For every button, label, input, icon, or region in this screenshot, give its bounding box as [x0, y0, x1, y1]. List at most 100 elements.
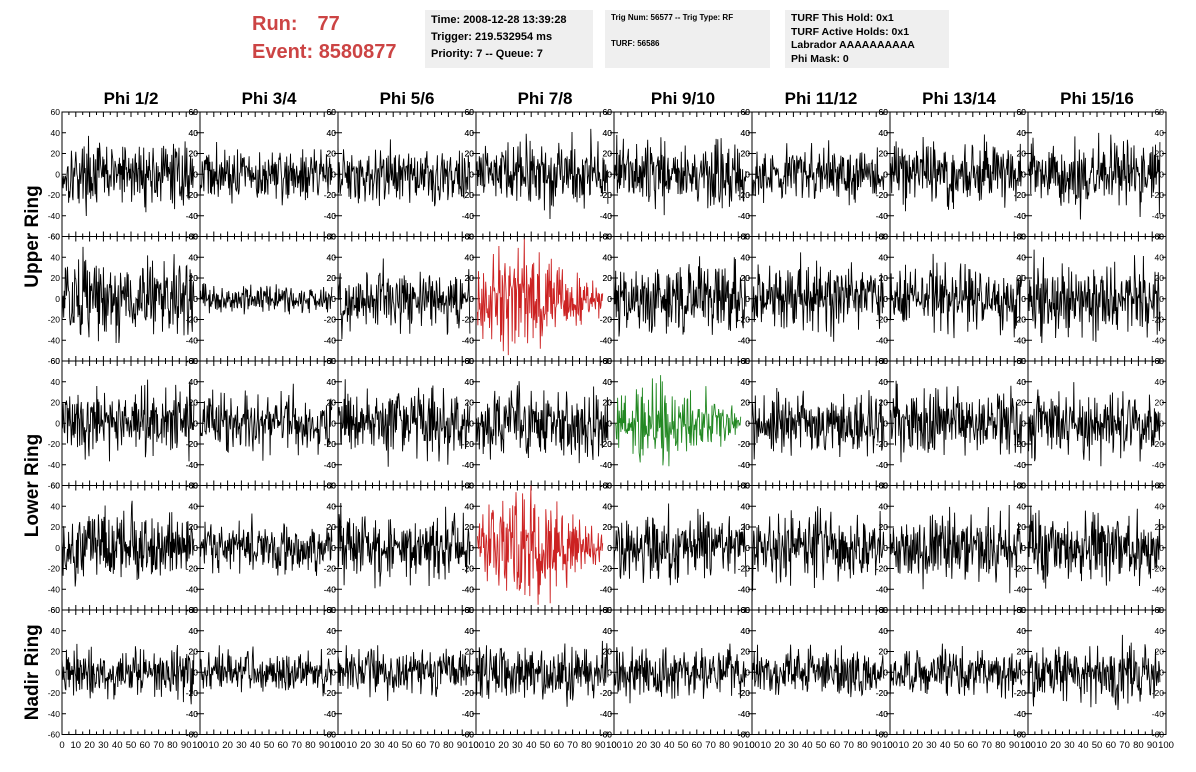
x-tick-label: 100: [468, 740, 484, 751]
y-tick-label: -20: [324, 439, 337, 449]
y-tick-label: 0: [607, 667, 612, 677]
waveform-trace: [337, 379, 471, 467]
y-tick-label: 20: [465, 149, 475, 159]
y-tick-label: -20: [186, 439, 199, 449]
y-tick-label: -20: [324, 688, 337, 698]
y-tick-label: 20: [741, 522, 751, 532]
y-tick-label: 0: [607, 667, 612, 677]
y-tick-label: -60: [324, 730, 337, 740]
x-tick-label: 60: [140, 740, 151, 751]
y-tick-label: 20: [1155, 398, 1165, 408]
y-tick-label: -20: [600, 315, 613, 325]
x-tick-label: 40: [250, 740, 261, 751]
y-tick-label: 40: [465, 377, 475, 387]
y-tick-label: 60: [741, 605, 751, 615]
y-tick-label: -20: [876, 315, 889, 325]
y-tick-label: -40: [1152, 335, 1165, 345]
run-line: Run: 77: [252, 10, 397, 38]
x-tick-label: 0: [59, 740, 64, 751]
x-tick-label: 100: [1020, 740, 1036, 751]
y-tick-label: 40: [465, 626, 475, 636]
y-tick-label: 0: [469, 294, 474, 304]
y-tick-label: 40: [741, 252, 751, 262]
x-tick-label: 70: [291, 740, 302, 751]
y-tick-label: 40: [603, 128, 613, 138]
y-tick-label: -20: [186, 190, 199, 200]
y-tick-label: -60: [1152, 730, 1165, 740]
y-tick-label: 20: [1017, 647, 1027, 657]
y-tick-label: -20: [1014, 439, 1027, 449]
y-tick-label: 0: [331, 667, 336, 677]
x-tick-label: 50: [1092, 740, 1103, 751]
y-tick-label: 0: [883, 418, 888, 428]
y-tick-label: 0: [193, 418, 198, 428]
y-tick-label: 0: [1021, 667, 1026, 677]
y-tick-label: 20: [603, 149, 613, 159]
y-tick-label: 20: [189, 647, 199, 657]
y-tick-label: 60: [741, 107, 751, 117]
y-tick-label: 40: [1017, 377, 1027, 387]
y-tick-label: -20: [1014, 190, 1027, 200]
y-tick-label: 20: [1155, 273, 1165, 283]
x-tick-label: 70: [981, 740, 992, 751]
y-tick-label: 0: [745, 294, 750, 304]
y-tick-label: 60: [465, 107, 475, 117]
y-tick-label: 40: [1155, 377, 1165, 387]
waveform-trace: [61, 643, 195, 705]
y-tick-label: 20: [1017, 149, 1027, 159]
y-tick-label: -20: [1014, 439, 1027, 449]
waveform-trace: [751, 644, 885, 698]
x-tick-label: 30: [1064, 740, 1075, 751]
y-tick-label: 60: [1017, 356, 1027, 366]
y-tick-label: 40: [51, 501, 61, 511]
x-tick-label: 20: [360, 740, 371, 751]
waveform-trace: [337, 139, 471, 207]
y-tick-label: -20: [1014, 688, 1027, 698]
waveform-trace: [476, 485, 604, 605]
x-tick-label: 0: [335, 740, 340, 751]
y-tick-label: -40: [876, 211, 889, 221]
y-tick-label: -40: [600, 584, 613, 594]
x-tick-label: 40: [112, 740, 123, 751]
y-tick-label: -40: [48, 335, 61, 345]
y-tick-label: -20: [738, 564, 751, 574]
y-tick-label: -20: [876, 564, 889, 574]
y-tick-label: -40: [1014, 584, 1027, 594]
y-tick-label: -20: [1014, 190, 1027, 200]
y-tick-label: 60: [189, 356, 199, 366]
y-tick-label: -20: [876, 688, 889, 698]
y-tick-label: 40: [465, 128, 475, 138]
y-tick-label: -20: [738, 315, 751, 325]
y-tick-label: 0: [607, 169, 612, 179]
y-tick-label: -20: [600, 688, 613, 698]
x-tick-label: 50: [264, 740, 275, 751]
column-header: Phi 3/4: [242, 89, 297, 108]
x-tick-label: 80: [305, 740, 316, 751]
waveform-trace: [61, 246, 195, 344]
y-tick-label: 20: [189, 273, 199, 283]
y-tick-label: -20: [324, 315, 337, 325]
y-tick-label: -40: [186, 460, 199, 470]
y-tick-label: 60: [603, 356, 613, 366]
x-tick-label: 30: [926, 740, 937, 751]
y-tick-label: 20: [465, 398, 475, 408]
waveform-trace: [475, 640, 609, 707]
y-tick-label: 0: [1159, 294, 1164, 304]
y-tick-label: 0: [607, 418, 612, 428]
y-tick-label: -40: [1014, 709, 1027, 719]
event-line: Event: 8580877: [252, 38, 397, 66]
waveform-trace: [61, 500, 195, 587]
y-tick-label: 0: [745, 543, 750, 553]
x-tick-label: 90: [1009, 740, 1020, 751]
column-header: Phi 11/12: [785, 89, 858, 108]
y-tick-label: -40: [738, 460, 751, 470]
y-tick-label: -20: [324, 190, 337, 200]
y-tick-label: 40: [327, 128, 337, 138]
y-tick-label: -20: [1152, 190, 1165, 200]
x-tick-label: 0: [473, 740, 478, 751]
waveform-trace: [1027, 249, 1161, 344]
waveform-trace: [613, 643, 747, 704]
y-tick-label: -20: [738, 688, 751, 698]
y-tick-label: 0: [55, 543, 60, 553]
y-tick-label: -20: [186, 315, 199, 325]
